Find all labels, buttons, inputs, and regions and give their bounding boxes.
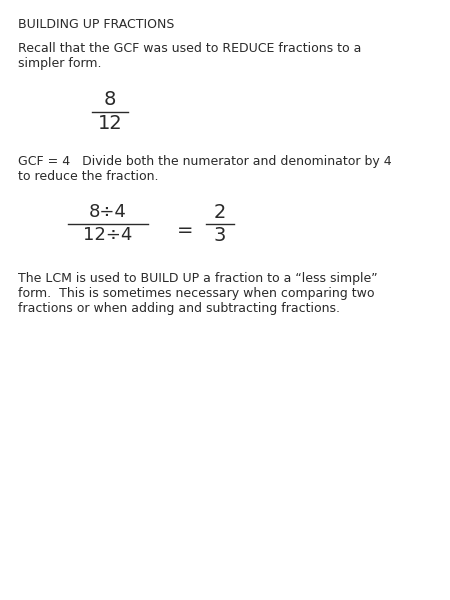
Text: 3: 3 [214,226,226,245]
Text: Recall that the GCF was used to REDUCE fractions to a: Recall that the GCF was used to REDUCE f… [18,42,361,55]
Text: GCF = 4   Divide both the numerator and denominator by 4: GCF = 4 Divide both the numerator and de… [18,155,392,168]
Text: 8: 8 [104,90,116,109]
Text: simpler form.: simpler form. [18,57,102,70]
Text: 12: 12 [98,114,122,133]
Text: 8÷4: 8÷4 [89,203,127,221]
Text: BUILDING UP FRACTIONS: BUILDING UP FRACTIONS [18,18,175,31]
Text: =: = [177,221,193,240]
Text: 12÷4: 12÷4 [83,226,133,244]
Text: 2: 2 [214,203,226,222]
Text: form.  This is sometimes necessary when comparing two: form. This is sometimes necessary when c… [18,287,374,300]
Text: to reduce the fraction.: to reduce the fraction. [18,170,158,183]
Text: The LCM is used to BUILD UP a fraction to a “less simple”: The LCM is used to BUILD UP a fraction t… [18,272,378,285]
Text: fractions or when adding and subtracting fractions.: fractions or when adding and subtracting… [18,302,340,315]
